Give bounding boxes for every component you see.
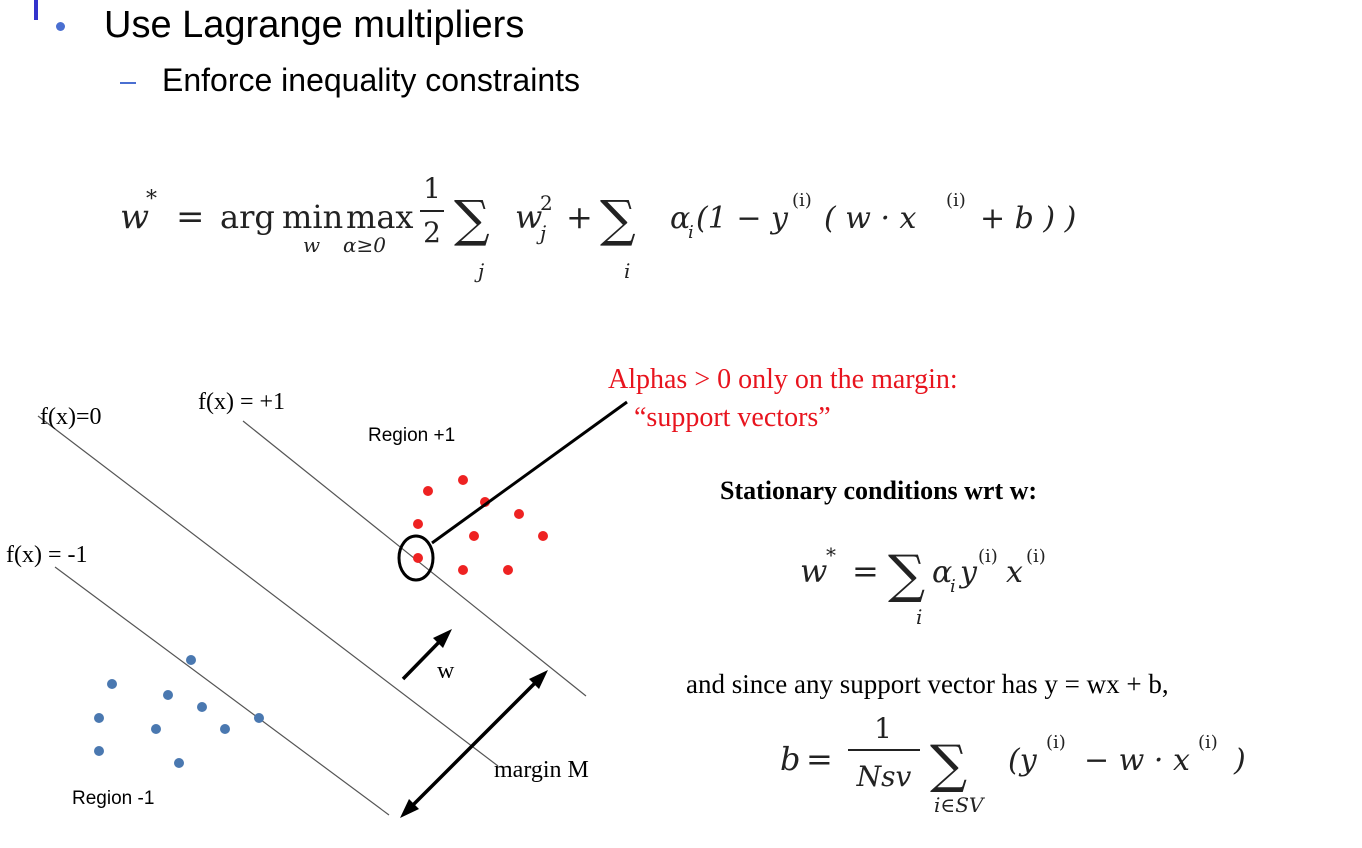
negative-point: [186, 655, 196, 665]
margin-arrow-head-top-icon: [529, 670, 548, 689]
support-vector-ring: [397, 534, 435, 582]
positive-point: [538, 531, 548, 541]
sub-bullet-dash-icon: [120, 82, 136, 84]
sub-bullet-text: Enforce inequality constraints: [162, 62, 580, 98]
negative-point: [174, 758, 184, 768]
lagrangian-sup-i1: (i): [792, 190, 812, 211]
support-note: and since any support vector has y = wx …: [686, 669, 1169, 699]
positive-point: [503, 565, 513, 575]
lagrangian-sum1-sub: j: [474, 259, 484, 283]
label-margin: margin M: [494, 757, 589, 783]
wstar-w: w: [800, 552, 827, 590]
negative-point: [163, 690, 173, 700]
lagrangian-equation: w * = arg min w max α≥0 1 2 ∑ j w 2 j + …: [120, 172, 1076, 283]
positive-point: [423, 486, 433, 496]
b-sum-icon: ∑: [930, 735, 967, 795]
negative-point: [94, 713, 104, 723]
svm-diagram: f(x)=0 f(x) = +1 f(x) = -1 Region +1 Reg…: [6, 364, 958, 818]
w-star-equation: w * = ∑ i α i y (i) x (i): [800, 543, 1046, 629]
lagrangian-arg: arg: [220, 198, 275, 236]
lagrangian-plus: +: [566, 198, 593, 236]
bullet-text: Use Lagrange multipliers: [104, 4, 525, 46]
w-vector-arrow: [401, 629, 452, 681]
b-body-3: ): [1233, 743, 1246, 778]
positive-point: [514, 509, 524, 519]
accent-bar: [34, 0, 38, 20]
positive-point: [458, 475, 468, 485]
annotation-line-1: Alphas > 0 only on the margin:: [608, 364, 958, 395]
positive-point: [469, 531, 479, 541]
wstar-x: x: [1006, 555, 1023, 590]
b-den: Nsv: [856, 760, 912, 793]
boundary-line-minus: [54, 566, 390, 816]
lagrangian-w: w: [120, 197, 149, 237]
b-num: 1: [874, 712, 892, 745]
b-equation: b = 1 Nsv ∑ i∈SV (y (i) − w · x (i) ): [780, 712, 1246, 817]
negative-point: [197, 702, 207, 712]
wstar-y: y: [958, 555, 978, 590]
support-vector-point: [413, 553, 423, 563]
wstar-equals: =: [852, 552, 879, 590]
negative-point: [254, 713, 264, 723]
lagrangian-min: min: [282, 198, 343, 236]
lagrangian-wj-sup: 2: [540, 191, 553, 215]
negative-point: [94, 746, 104, 756]
lagrangian-min-sub: w: [303, 233, 320, 257]
annotation-line-2: “support vectors”: [634, 402, 831, 433]
wstar-sum-icon: ∑: [888, 545, 925, 605]
lagrangian-max-sub: α≥0: [343, 233, 386, 257]
lagrangian-sum2-sub: i: [624, 259, 630, 283]
wstar-sup-i2: (i): [1026, 546, 1046, 567]
b-body-1: (y: [1008, 743, 1038, 778]
b-lhs: b: [780, 740, 800, 778]
label-region-minus: Region -1: [72, 788, 154, 809]
annotation-pointer-line: [431, 400, 628, 545]
w-arrow-head-icon: [433, 629, 452, 648]
negative-point: [107, 679, 117, 689]
lagrangian-half-num: 1: [423, 172, 441, 205]
lagrangian-wj-sub: j: [536, 221, 546, 245]
bullet-dot-icon: [56, 22, 65, 31]
lagrangian-body-3: + b ) ): [980, 201, 1076, 236]
wstar-star: *: [826, 543, 836, 567]
stationary-title: Stationary conditions wrt w:: [720, 476, 1037, 505]
lagrangian-sum2-icon: ∑: [600, 190, 636, 248]
wstar-sum-sub: i: [916, 605, 922, 629]
positive-point: [413, 519, 423, 529]
wstar-sup-i1: (i): [978, 546, 998, 567]
label-w: w: [437, 658, 455, 684]
b-body-2: − w · x: [1084, 743, 1190, 778]
lagrangian-sum1-icon: ∑: [454, 190, 490, 248]
w-arrow-shaft: [401, 635, 446, 681]
lagrangian-body-1: (1 − y: [696, 201, 789, 236]
lagrangian-alpha-sub: i: [688, 222, 694, 243]
negative-points: [94, 655, 264, 768]
margin-arrow-head-bottom-icon: [400, 799, 419, 818]
b-sup-i1: (i): [1046, 732, 1066, 753]
b-sum-sub: i∈SV: [934, 793, 986, 817]
b-sup-i2: (i): [1198, 732, 1218, 753]
label-f-plus: f(x) = +1: [198, 389, 285, 415]
wstar-alpha-sub: i: [950, 576, 956, 597]
label-f-zero: f(x)=0: [40, 404, 102, 430]
lagrangian-star: *: [146, 187, 157, 212]
negative-point: [151, 724, 161, 734]
lagrangian-body-2: ( w · x: [824, 201, 917, 236]
lagrangian-equals: =: [176, 197, 205, 237]
label-region-plus: Region +1: [368, 425, 455, 446]
lagrangian-sup-i2: (i): [946, 190, 966, 211]
negative-point: [220, 724, 230, 734]
lagrangian-alpha: α: [670, 201, 690, 236]
label-f-minus: f(x) = -1: [6, 542, 88, 568]
margin-arrow: [400, 670, 548, 818]
lagrangian-half-den: 2: [423, 216, 441, 249]
lagrangian-max: max: [346, 198, 413, 236]
lagrangian-wj: w: [515, 198, 542, 236]
b-equals: =: [806, 740, 833, 778]
positive-point: [458, 565, 468, 575]
boundary-line-zero: [37, 415, 499, 767]
wstar-alpha: α: [932, 555, 952, 590]
margin-arrow-shaft: [406, 676, 542, 812]
